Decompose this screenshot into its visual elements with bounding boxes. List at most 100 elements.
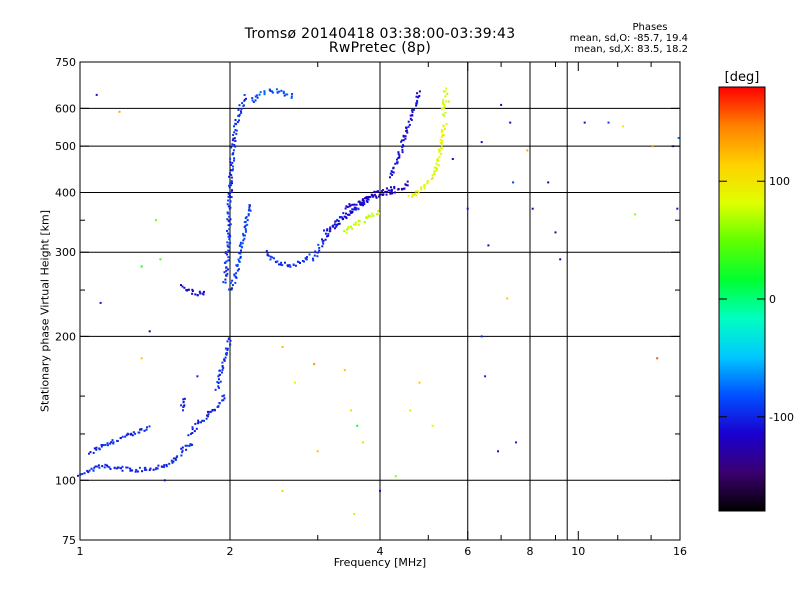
data-point — [233, 137, 236, 140]
data-point — [347, 213, 349, 216]
data-point — [199, 292, 202, 295]
data-point — [347, 225, 350, 228]
data-point — [433, 166, 436, 169]
y-tick-label: 600 — [55, 102, 76, 115]
data-point — [217, 378, 220, 381]
data-point — [145, 468, 148, 471]
data-point — [234, 281, 237, 284]
data-point — [390, 186, 392, 189]
data-point — [375, 191, 378, 193]
data-point — [243, 94, 246, 96]
data-point — [290, 96, 293, 99]
data-point — [420, 188, 423, 191]
data-point — [353, 513, 356, 515]
data-point — [515, 441, 517, 444]
data-point — [237, 258, 240, 261]
data-point — [230, 288, 233, 291]
data-point — [77, 474, 79, 477]
data-point — [378, 212, 380, 215]
data-point — [512, 181, 515, 184]
data-point — [183, 286, 186, 289]
data-point — [97, 464, 100, 467]
data-point — [318, 246, 321, 249]
data-point — [327, 234, 330, 237]
data-point — [417, 96, 420, 99]
data-point — [441, 147, 443, 150]
data-point — [367, 198, 370, 201]
data-point — [239, 257, 242, 259]
data-point — [239, 255, 242, 258]
data-point — [226, 211, 229, 214]
data-point — [676, 207, 679, 210]
data-point — [408, 123, 411, 126]
data-point — [266, 252, 269, 255]
data-point — [373, 193, 376, 196]
data-point — [335, 223, 338, 226]
data-point — [443, 90, 445, 93]
data-point — [246, 223, 249, 226]
data-point — [342, 218, 345, 220]
data-point — [344, 207, 347, 210]
data-point — [230, 173, 233, 176]
data-point — [238, 260, 241, 262]
data-point — [170, 459, 173, 462]
data-point — [433, 172, 436, 175]
data-point — [331, 225, 334, 228]
data-point — [191, 426, 194, 429]
data-point — [349, 204, 352, 207]
data-point — [392, 167, 395, 170]
chart-title: Tromsø 20140418 03:38:00-03:39:43 — [244, 26, 516, 42]
data-point — [229, 242, 232, 244]
data-points — [77, 87, 680, 515]
data-point — [413, 193, 416, 195]
data-point — [198, 290, 201, 293]
data-point — [346, 206, 349, 208]
data-point — [121, 435, 124, 438]
data-point — [288, 264, 291, 267]
data-point — [415, 104, 418, 107]
y-tick-label: 400 — [55, 186, 76, 199]
data-point — [276, 91, 279, 94]
y-tick-label: 500 — [55, 140, 76, 153]
data-point — [225, 269, 228, 272]
data-point — [227, 245, 230, 248]
data-point — [181, 446, 184, 449]
data-point — [195, 427, 198, 430]
data-point — [334, 220, 337, 223]
data-point — [221, 399, 224, 402]
y-tick-label: 100 — [55, 474, 76, 487]
y-tick-label: 750 — [55, 56, 76, 69]
data-point — [140, 265, 143, 268]
data-point — [224, 251, 227, 254]
data-point — [106, 465, 109, 468]
data-point — [185, 448, 188, 451]
data-point — [238, 244, 241, 247]
data-point — [347, 227, 350, 229]
data-point — [138, 466, 141, 469]
data-point — [390, 170, 393, 173]
data-point — [230, 190, 233, 193]
data-point — [361, 199, 364, 202]
data-point — [411, 114, 414, 117]
x-tick-label: 8 — [527, 545, 534, 558]
data-point — [345, 212, 347, 215]
data-point — [234, 119, 237, 121]
data-point — [232, 152, 235, 155]
data-point — [244, 234, 246, 237]
data-point — [119, 467, 122, 470]
data-point — [227, 337, 230, 340]
data-point — [402, 139, 405, 142]
data-point — [401, 188, 404, 191]
data-point — [360, 203, 363, 206]
data-point — [230, 180, 233, 183]
data-point — [443, 128, 446, 130]
data-point — [607, 121, 610, 124]
data-point — [355, 203, 358, 206]
x-tick-label: 1 — [77, 545, 84, 558]
data-point — [263, 90, 266, 93]
data-point — [442, 113, 445, 116]
data-point — [240, 107, 243, 110]
data-point — [210, 410, 213, 413]
data-point — [305, 257, 307, 260]
data-point — [163, 479, 166, 482]
